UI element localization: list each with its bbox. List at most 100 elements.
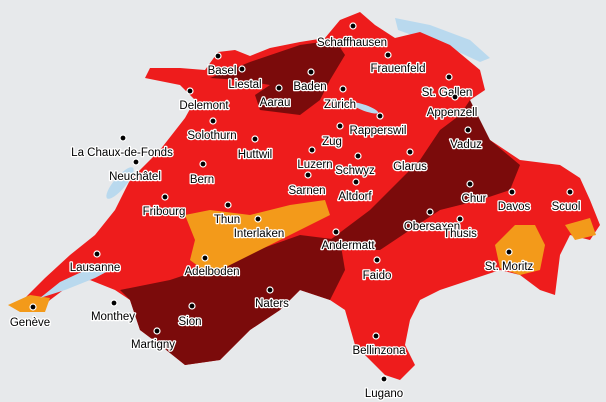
city-label: Appenzell bbox=[427, 107, 478, 119]
city-dot-icon bbox=[380, 375, 388, 383]
city-label: Huttwil bbox=[238, 149, 273, 161]
city-dot-icon bbox=[224, 201, 232, 209]
city-label: Vaduz bbox=[450, 139, 482, 151]
city-marker: Scuol bbox=[550, 188, 582, 215]
city-marker: Lugano bbox=[364, 375, 404, 402]
lake-constance bbox=[395, 18, 490, 62]
city-marker: Martigny bbox=[130, 327, 177, 353]
city-dot-icon bbox=[93, 250, 101, 258]
city-dot-icon bbox=[349, 22, 357, 30]
city-label: Naters bbox=[255, 298, 289, 310]
city-label: St. Moritz bbox=[485, 261, 534, 273]
city-label: Bern bbox=[190, 174, 214, 186]
city-marker: Delemont bbox=[178, 87, 231, 114]
region-orange-engadin bbox=[495, 225, 545, 275]
city-marker: Andermatt bbox=[320, 228, 377, 254]
city-dot-icon bbox=[332, 228, 340, 236]
city-marker: Obersaxen bbox=[403, 208, 461, 235]
city-marker: Bern bbox=[189, 160, 215, 188]
city-dot-icon bbox=[29, 303, 37, 311]
city-dot-icon bbox=[451, 93, 459, 101]
city-label: Bellinzona bbox=[352, 345, 406, 357]
city-dot-icon bbox=[238, 65, 246, 73]
city-dot-icon bbox=[508, 188, 516, 196]
city-marker: Lausanne bbox=[68, 250, 122, 276]
city-marker: St. Moritz bbox=[483, 248, 535, 275]
city-marker: St. Gallen bbox=[420, 73, 474, 101]
city-marker: Frauenfeld bbox=[369, 51, 427, 77]
city-marker: Rapperswil bbox=[348, 112, 408, 139]
city-dot-icon bbox=[566, 188, 574, 196]
city-marker: Schwyz bbox=[334, 152, 376, 179]
city-label: Neuchâtel bbox=[109, 171, 161, 183]
city-dot-icon bbox=[119, 134, 127, 142]
city-dot-icon bbox=[505, 248, 513, 256]
city-label: Scuol bbox=[552, 201, 581, 213]
city-label: St. Gallen bbox=[422, 87, 473, 99]
city-marker: Baden bbox=[292, 68, 328, 95]
city-marker: Naters bbox=[254, 286, 290, 312]
city-dot-icon bbox=[307, 68, 315, 76]
city-label: Interlaken bbox=[234, 228, 285, 240]
city-dot-icon bbox=[199, 160, 207, 168]
city-dot-icon bbox=[186, 87, 194, 95]
city-marker: Fribourg bbox=[141, 193, 187, 220]
city-dot-icon bbox=[445, 73, 453, 81]
city-marker: Appenzell bbox=[425, 93, 479, 121]
city-dot-icon bbox=[275, 84, 283, 92]
city-label: Aarau bbox=[260, 97, 291, 109]
city-dot-icon bbox=[201, 254, 209, 262]
city-marker: Sarnen bbox=[287, 171, 327, 199]
region-dark-red-north bbox=[210, 40, 345, 115]
city-label: Fribourg bbox=[143, 206, 186, 218]
city-marker: Aarau bbox=[258, 84, 292, 111]
lake-zurich bbox=[351, 102, 379, 114]
city-label: Obersaxen bbox=[404, 221, 460, 233]
city-marker: Neuchâtel bbox=[108, 158, 162, 185]
city-marker: Thusis bbox=[442, 215, 478, 242]
city-label: Basel bbox=[208, 65, 237, 77]
region-dark-red-east bbox=[330, 100, 520, 250]
city-marker: Zug bbox=[321, 122, 344, 150]
city-label: Schwyz bbox=[335, 165, 375, 177]
city-label: Genève bbox=[10, 317, 50, 329]
city-label: Frauenfeld bbox=[371, 63, 426, 75]
city-dot-icon bbox=[251, 135, 259, 143]
city-dot-icon bbox=[384, 51, 392, 59]
city-label: Altdorf bbox=[338, 191, 372, 203]
city-dot-icon bbox=[214, 52, 222, 60]
city-markers: Schaffhausen Basel Liestal Baden Frauenfeld D… bbox=[9, 22, 582, 402]
city-label: Baden bbox=[293, 81, 326, 93]
city-dot-icon bbox=[304, 171, 312, 179]
city-dot-icon bbox=[153, 327, 161, 335]
city-dot-icon bbox=[336, 122, 344, 130]
city-label: Andermatt bbox=[321, 240, 375, 252]
region-dark-red-valais bbox=[120, 235, 345, 365]
city-marker: Glarus bbox=[392, 148, 428, 175]
city-label: Lausanne bbox=[70, 262, 121, 274]
city-marker: La Chaux-de-Fonds bbox=[70, 134, 174, 161]
city-marker: Zürich bbox=[323, 85, 357, 113]
city-marker: Davos bbox=[496, 188, 532, 215]
city-dot-icon bbox=[339, 85, 347, 93]
city-label: Monthey bbox=[91, 311, 135, 323]
city-marker: Altdorf bbox=[337, 178, 374, 205]
city-marker: Thun bbox=[213, 201, 241, 228]
city-marker: Basel bbox=[206, 52, 238, 79]
city-dot-icon bbox=[352, 178, 360, 186]
city-dot-icon bbox=[132, 158, 140, 166]
city-marker: Interlaken bbox=[232, 215, 286, 242]
city-label: Solothurn bbox=[187, 130, 236, 142]
city-label: Delemont bbox=[179, 100, 229, 112]
city-dot-icon bbox=[188, 302, 196, 310]
city-label: Sion bbox=[178, 316, 201, 328]
city-marker: Liestal bbox=[227, 65, 263, 93]
city-label: Martigny bbox=[131, 339, 175, 351]
lake-neuchatel bbox=[106, 167, 134, 199]
city-label: Luzern bbox=[297, 159, 332, 171]
city-dot-icon bbox=[464, 126, 472, 134]
city-dot-icon bbox=[466, 180, 474, 188]
city-dot-icon bbox=[161, 193, 169, 201]
city-dot-icon bbox=[376, 112, 384, 120]
